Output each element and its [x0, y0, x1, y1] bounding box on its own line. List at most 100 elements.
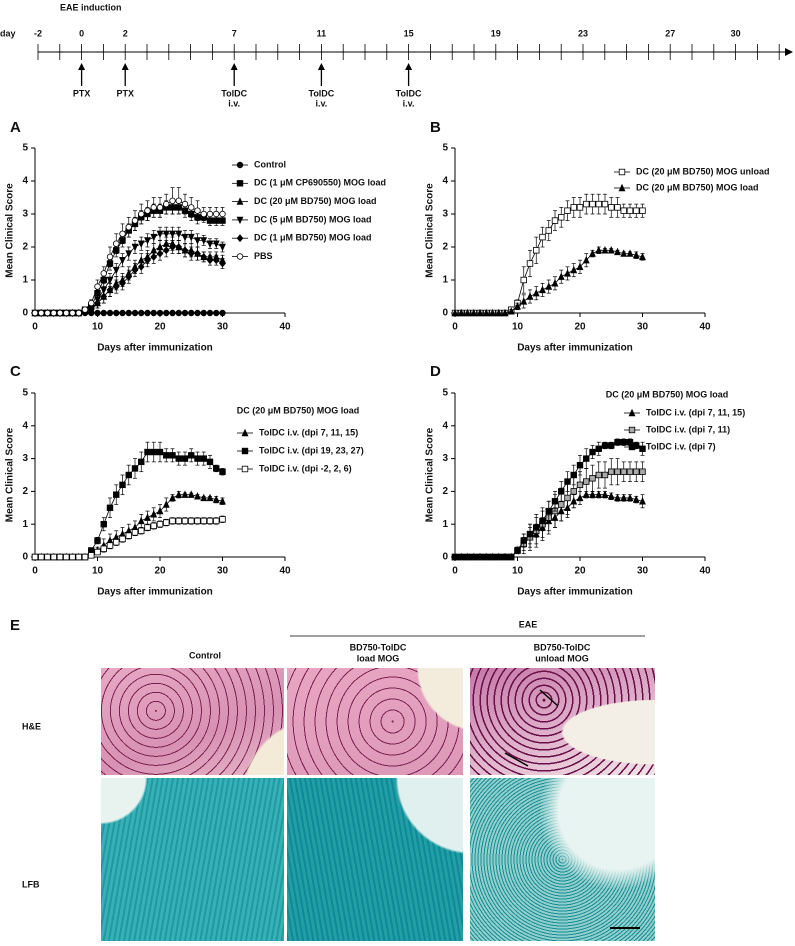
marker [470, 553, 477, 561]
marker [194, 309, 201, 317]
timeline-arrowhead [405, 63, 413, 70]
marker [138, 210, 145, 218]
marker [620, 493, 628, 502]
y-tick-label: 3 [22, 453, 28, 464]
timeline-tick-label: 0 [79, 28, 84, 38]
histology-image [470, 668, 655, 775]
marker [94, 548, 101, 556]
legend-label: DC (20 μM BD750) MOG unload [636, 166, 770, 176]
marker [181, 246, 189, 255]
marker [564, 478, 571, 485]
marker [100, 292, 108, 301]
marker [614, 247, 621, 256]
y-tick-label: 1 [442, 275, 448, 286]
legend-label: TolDC i.v. (dpi 7, 11) [646, 424, 730, 434]
marker [551, 279, 559, 287]
marker [589, 249, 596, 257]
marker [131, 266, 139, 275]
marker [125, 250, 133, 258]
marker [206, 309, 214, 317]
marker [601, 200, 609, 208]
row-label: LFB [22, 879, 40, 889]
marker [533, 247, 540, 254]
marker [620, 249, 628, 257]
marker [539, 233, 546, 241]
marker [219, 210, 226, 218]
marker [38, 553, 45, 561]
marker [94, 309, 101, 317]
marker [570, 204, 577, 211]
legend-marker [241, 447, 249, 455]
y-tick-label: 2 [22, 486, 28, 497]
panel-label: A [10, 119, 21, 136]
marker [175, 490, 183, 498]
legend-label: DC (20 μM BD750) MOG load [636, 182, 759, 192]
marker [138, 458, 145, 466]
marker [150, 309, 157, 317]
marker [131, 217, 139, 224]
marker [545, 507, 552, 515]
legend-label: TolDC i.v. (dpi 7, 11, 15) [646, 407, 745, 417]
legend-label: TolDC i.v. (dpi 7) [646, 441, 716, 451]
x-tick-label: 0 [452, 566, 458, 577]
marker [595, 200, 602, 208]
marker [589, 200, 596, 208]
legend-marker [241, 465, 249, 473]
marker [200, 517, 207, 525]
y-axis-title: Mean Clinical Score [425, 427, 436, 522]
marker [144, 256, 151, 265]
marker [125, 532, 132, 539]
x-tick-label: 0 [32, 566, 38, 577]
marker [119, 230, 126, 237]
panel-label: D [430, 363, 441, 380]
marker [639, 468, 646, 475]
marker [601, 471, 609, 479]
x-tick-label: 20 [154, 566, 166, 577]
marker [508, 553, 515, 561]
marker [131, 309, 139, 317]
marker [583, 455, 590, 462]
histology-image [287, 668, 463, 775]
legend-title: DC (20 μM BD750) MOG load [606, 389, 729, 399]
x-axis-title: Days after immunization [517, 587, 633, 598]
legend-label: DC (20 μM BD750) MOG load [254, 196, 377, 206]
marker [464, 308, 471, 317]
marker [476, 308, 484, 317]
marker [639, 445, 646, 452]
marker [564, 269, 571, 277]
marker [69, 309, 76, 317]
marker [163, 452, 170, 459]
marker [38, 309, 45, 317]
marker [81, 553, 89, 561]
marker [483, 553, 490, 561]
x-tick-label: 10 [512, 322, 524, 333]
marker [583, 478, 590, 485]
marker [213, 210, 220, 218]
legend-marker [236, 216, 244, 225]
panel-label: B [430, 119, 441, 136]
marker [601, 246, 609, 254]
marker [175, 455, 182, 462]
marker [608, 442, 615, 449]
marker [144, 237, 151, 245]
marker [589, 490, 596, 498]
marker [187, 490, 195, 498]
timeline-tick-label: 23 [578, 28, 588, 38]
marker [495, 553, 502, 561]
timeline-label: i.v. [403, 98, 415, 108]
marker [156, 521, 164, 528]
x-axis-title: Days after immunization [97, 343, 213, 354]
legend-marker [618, 168, 626, 176]
x-tick-label: 30 [637, 322, 649, 333]
marker [181, 517, 189, 525]
marker [88, 299, 95, 307]
column-label: BD750-TolDC [534, 642, 591, 652]
histology-image [470, 778, 655, 941]
legend-marker [618, 183, 626, 192]
legend-label: TolDC i.v. (dpi -2, 2, 6) [259, 463, 352, 473]
panel-label: E [10, 617, 20, 634]
marker [181, 200, 189, 208]
marker [576, 481, 584, 489]
